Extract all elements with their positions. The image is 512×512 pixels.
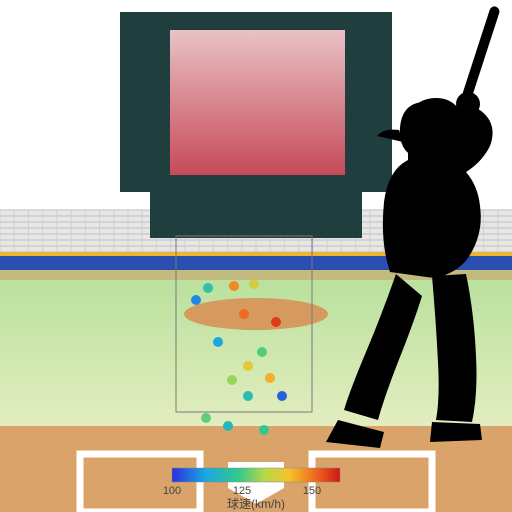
- speed-colorbar: [172, 468, 340, 482]
- batter-back-leg: [432, 274, 477, 422]
- scoreboard-screen: [170, 30, 345, 175]
- pitch-point: [249, 279, 259, 289]
- pitch-point: [277, 391, 287, 401]
- pitch-point: [229, 281, 239, 291]
- pitchers-mound: [184, 298, 328, 330]
- colorbar-tick: 125: [233, 485, 251, 497]
- pitch-point: [271, 317, 281, 327]
- pitch-point: [191, 295, 201, 305]
- pitch-point: [227, 375, 237, 385]
- scoreboard-base: [150, 192, 362, 238]
- pitch-point: [243, 391, 253, 401]
- colorbar-tick: 150: [303, 485, 321, 497]
- pitch-point: [239, 309, 249, 319]
- pitch-point: [259, 425, 269, 435]
- pitch-point: [223, 421, 233, 431]
- colorbar-tick: 100: [163, 485, 181, 497]
- pitch-point: [257, 347, 267, 357]
- batter-back-foot: [430, 422, 482, 442]
- pitch-point: [213, 337, 223, 347]
- batter-hands: [456, 92, 480, 116]
- pitch-point: [201, 413, 211, 423]
- pitch-location-chart: 100 125 150 球速(km/h): [0, 0, 512, 512]
- pitch-point: [203, 283, 213, 293]
- colorbar-label: 球速(km/h): [227, 497, 285, 511]
- pitch-point: [265, 373, 275, 383]
- pitch-point: [243, 361, 253, 371]
